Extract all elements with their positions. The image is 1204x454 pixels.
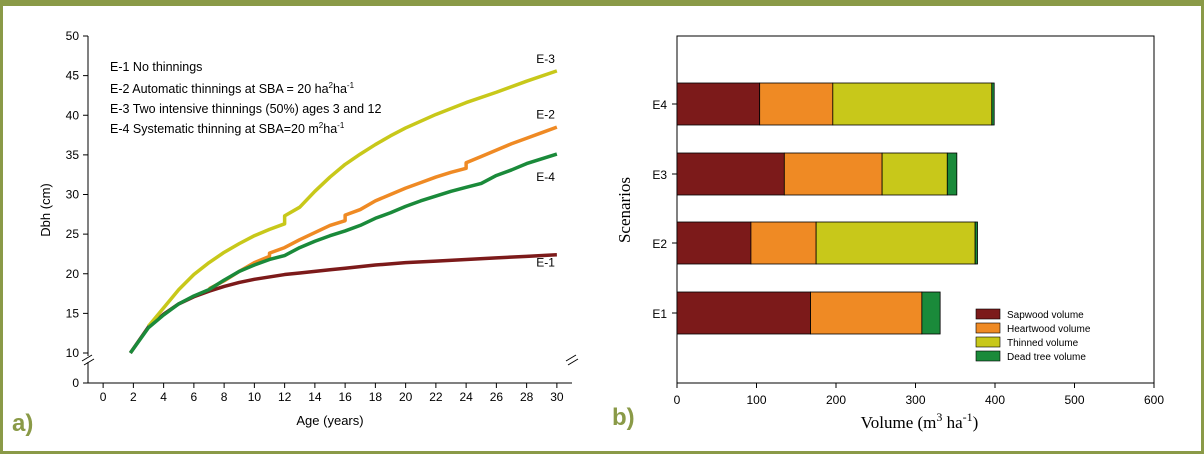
x-tick-label: 300: [905, 393, 925, 407]
bar-e4-sapwood-volume: [676, 82, 761, 126]
category-label-e2: E2: [652, 237, 667, 251]
y-tick-label: 20: [66, 267, 80, 281]
axis-break-gap-left: [80, 356, 96, 362]
x-tick-label: 0: [674, 393, 681, 407]
legend-label-heartwood-volume: Heartwood volume: [1007, 324, 1091, 335]
y-tick-label: 0: [72, 376, 79, 390]
x-axis-title: Volume (m3 ha-1): [861, 410, 979, 432]
y-tick-label: 30: [66, 188, 80, 202]
bar-e4-dead-tree-volume: [991, 82, 995, 126]
volume-bar-chart: E1 E2 E3 E4 0 100 200 300 400 500 600 Volume (m3 ha…: [615, 35, 1164, 432]
x-tick-label: 30: [550, 390, 564, 404]
y-axis-title: Dbh (cm): [38, 183, 53, 236]
series-line-e-1: [128, 252, 557, 354]
x-tick-label: 16: [338, 390, 352, 404]
x-tick-label: 24: [459, 390, 473, 404]
series-label-e-4: E-4: [536, 170, 555, 184]
legend-entry-e-4: E-4 Systematic thinning at SBA=20 m2ha-1: [110, 121, 345, 136]
bar-e1-heartwood-volume: [810, 291, 923, 335]
bar-e1-sapwood-volume: [676, 291, 811, 335]
series-line-e-2: [208, 125, 558, 291]
x-tick-label: 100: [746, 393, 766, 407]
x-tick-label: 600: [1144, 393, 1164, 407]
x-tick-label: 12: [278, 390, 292, 404]
x-axis-title: Age (years): [296, 413, 363, 428]
bar-e3-heartwood-volume: [783, 152, 883, 196]
legend-label-thinned-volume: Thinned volume: [1007, 338, 1079, 349]
bar-e2-heartwood-volume: [750, 221, 817, 265]
legend-entry-e-3: E-3 Two intensive thinnings (50%) ages 3…: [110, 102, 382, 116]
x-tick-label: 26: [490, 390, 504, 404]
panel-b-label: b): [612, 404, 635, 431]
legend-label-dead-tree-volume: Dead tree volume: [1007, 352, 1086, 363]
category-label-e4: E4: [652, 98, 667, 112]
y-tick-label: 15: [66, 306, 80, 320]
y-tick-label: 50: [66, 29, 80, 43]
x-tick-label: 8: [221, 390, 228, 404]
legend-entry-e-1: E-1 No thinnings: [110, 60, 202, 74]
legend-entry-e-2: E-2 Automatic thinnings at SBA = 20 ha2h…: [110, 81, 355, 96]
y-tick-label: 10: [66, 346, 80, 360]
bar-e4-heartwood-volume: [759, 82, 834, 126]
y-tick-label: 40: [66, 108, 80, 122]
axis-break-mark-right: [565, 354, 577, 362]
legend-swatch-sapwood-volume: [975, 308, 1001, 320]
x-tick-label: 500: [1064, 393, 1084, 407]
x-tick-label: 14: [308, 390, 322, 404]
legend-swatch-dead-tree-volume: [975, 350, 1001, 362]
category-label-e1: E1: [652, 307, 667, 321]
x-tick-label: 20: [399, 390, 413, 404]
x-tick-label: 28: [520, 390, 534, 404]
x-tick-label: 200: [826, 393, 846, 407]
axis-break-mark-left: [81, 354, 93, 362]
y-axis-title: Scenarios: [615, 177, 634, 243]
x-tick-label: 2: [130, 390, 137, 404]
bar-e2-dead-tree-volume: [974, 221, 978, 265]
bar-e2-sapwood-volume: [676, 221, 752, 265]
legend-swatch-thinned-volume: [975, 336, 1001, 348]
x-tick-label: 4: [160, 390, 167, 404]
series-line-e-3: [147, 69, 558, 328]
legend-swatch-heartwood-volume: [975, 322, 1001, 334]
bar-e2-thinned-volume: [815, 221, 976, 265]
x-tick-label: 400: [985, 393, 1005, 407]
bar-e4-thinned-volume: [832, 82, 993, 126]
axis-break-mark-right: [567, 358, 579, 366]
x-tick-label: 6: [191, 390, 198, 404]
series-label-e-1: E-1: [536, 256, 555, 270]
y-tick-label: 45: [66, 69, 80, 83]
x-tick-label: 0: [100, 390, 107, 404]
x-tick-label: 10: [248, 390, 262, 404]
bar-e3-dead-tree-volume: [946, 152, 958, 196]
series-label-e-3: E-3: [536, 52, 555, 66]
axis-break-mark-left: [83, 358, 95, 366]
y-tick-label: 35: [66, 148, 80, 162]
bar-e1-dead-tree-volume: [921, 291, 941, 335]
y-tick-label: 25: [66, 227, 80, 241]
x-tick-label: 18: [369, 390, 383, 404]
panel-a-label: a): [12, 410, 34, 437]
legend-label-sapwood-volume: Sapwood volume: [1007, 310, 1084, 321]
bar-e3-thinned-volume: [881, 152, 948, 196]
category-label-e3: E3: [652, 168, 667, 182]
x-tick-label: 22: [429, 390, 443, 404]
series-line-e-4: [128, 152, 558, 355]
bar-e3-sapwood-volume: [676, 152, 785, 196]
series-label-e-2: E-2: [536, 107, 555, 121]
